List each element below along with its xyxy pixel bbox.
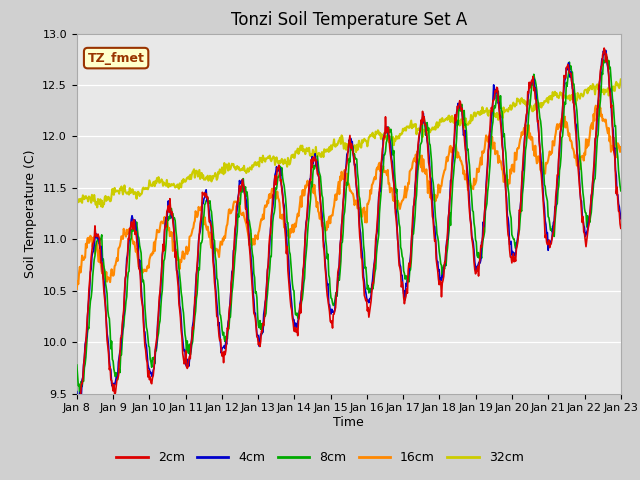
- Text: TZ_fmet: TZ_fmet: [88, 51, 145, 65]
- Title: Tonzi Soil Temperature Set A: Tonzi Soil Temperature Set A: [230, 11, 467, 29]
- Y-axis label: Soil Temperature (C): Soil Temperature (C): [24, 149, 36, 278]
- Legend: 2cm, 4cm, 8cm, 16cm, 32cm: 2cm, 4cm, 8cm, 16cm, 32cm: [111, 446, 529, 469]
- X-axis label: Time: Time: [333, 416, 364, 429]
